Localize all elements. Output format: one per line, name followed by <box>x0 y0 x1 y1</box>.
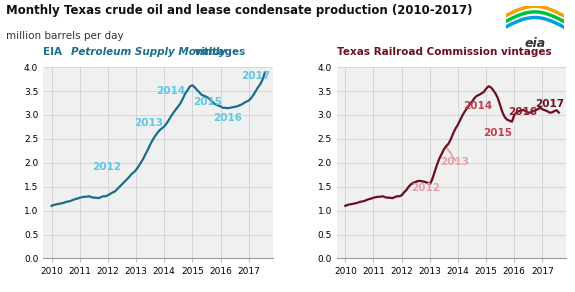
Text: 2017: 2017 <box>535 99 565 109</box>
Text: Texas Railroad Commission vintages: Texas Railroad Commission vintages <box>337 47 551 57</box>
Text: 2012: 2012 <box>412 182 440 192</box>
Text: vintages: vintages <box>191 47 246 57</box>
Text: 2015: 2015 <box>193 98 222 107</box>
Text: 2013: 2013 <box>134 119 163 128</box>
Text: 2015: 2015 <box>483 128 512 138</box>
Text: EIA: EIA <box>43 47 66 57</box>
Text: million barrels per day: million barrels per day <box>6 31 124 41</box>
Text: 2012: 2012 <box>93 162 121 173</box>
Text: eia: eia <box>524 37 545 50</box>
Text: 2016: 2016 <box>213 113 242 123</box>
Text: Monthly Texas crude oil and lease condensate production (2010-2017): Monthly Texas crude oil and lease conden… <box>6 4 472 18</box>
Text: Petroleum Supply Monthly: Petroleum Supply Monthly <box>71 47 225 57</box>
Text: 2014: 2014 <box>463 101 492 111</box>
Text: 2016: 2016 <box>508 107 537 117</box>
Text: 2017: 2017 <box>241 71 270 81</box>
Text: 2013: 2013 <box>440 157 470 167</box>
Text: 2014: 2014 <box>156 86 186 96</box>
